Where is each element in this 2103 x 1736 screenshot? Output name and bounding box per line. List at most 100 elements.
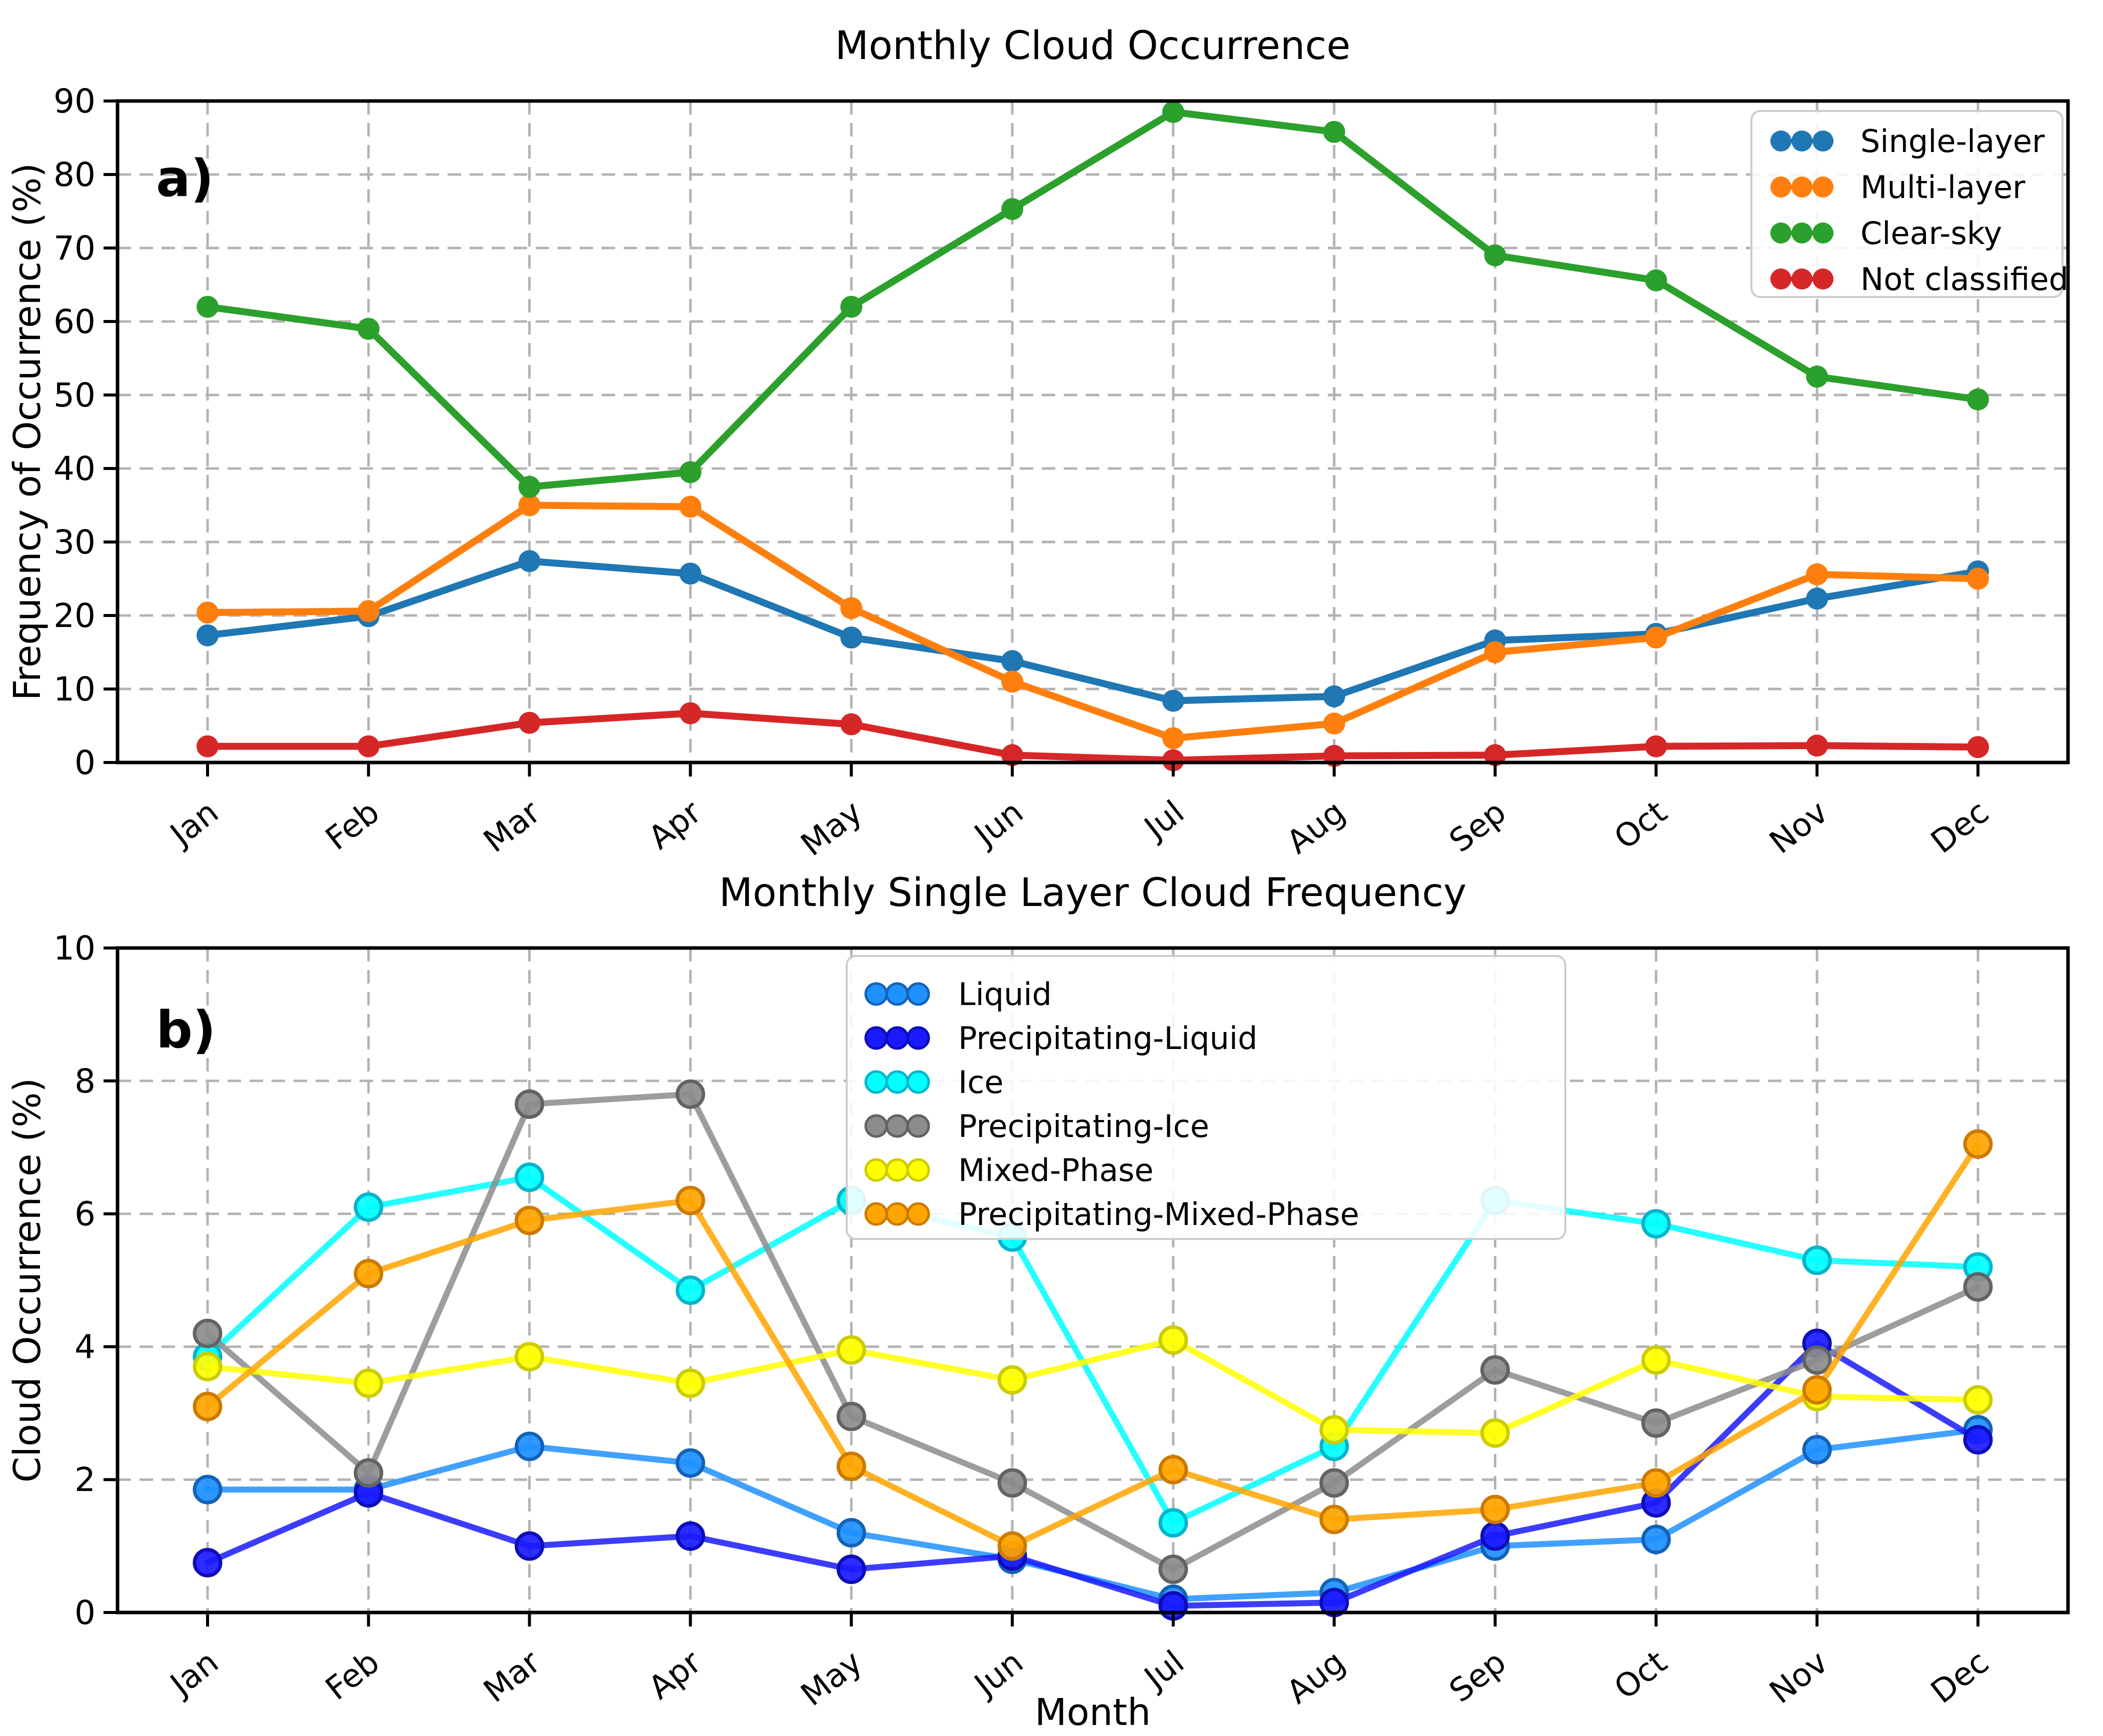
series-line bbox=[205, 1337, 1981, 1436]
data-point bbox=[679, 496, 702, 518]
data-point bbox=[515, 1162, 545, 1192]
data-point bbox=[1162, 727, 1184, 750]
legend-marker-dot bbox=[864, 1070, 888, 1094]
legend-marker-dot bbox=[1791, 176, 1812, 198]
data-point bbox=[518, 712, 541, 734]
legend-label: Precipitating-Ice bbox=[958, 1108, 1209, 1144]
data-point bbox=[836, 1452, 866, 1482]
data-point bbox=[354, 1368, 384, 1398]
y-tick-label: 30 bbox=[54, 523, 96, 562]
data-point bbox=[836, 1335, 866, 1365]
y-tick-label: 8 bbox=[75, 1062, 96, 1100]
legend-marker-dot bbox=[885, 1158, 909, 1182]
x-axis-label: Month bbox=[1035, 1691, 1151, 1734]
data-point bbox=[836, 1554, 866, 1584]
data-point bbox=[1162, 690, 1184, 712]
axes-frame bbox=[116, 946, 2070, 1614]
series-line bbox=[204, 502, 1981, 742]
data-point bbox=[1319, 1415, 1349, 1445]
data-point bbox=[518, 476, 541, 498]
data-point bbox=[354, 1458, 384, 1488]
data-point bbox=[518, 494, 541, 516]
legend-marker-dot bbox=[864, 1202, 888, 1226]
data-point bbox=[1641, 1408, 1671, 1438]
legend-item-clear-sky: Clear-sky bbox=[1770, 215, 2002, 252]
data-point bbox=[1802, 1375, 1832, 1405]
axes-frame bbox=[116, 99, 2070, 764]
legend: Liquid Precipitating-Liquid Ice Precipitati… bbox=[846, 955, 1566, 1240]
series-precipitating-ice bbox=[193, 1079, 1993, 1584]
legend-box bbox=[846, 955, 1566, 1240]
data-point bbox=[197, 602, 219, 624]
x-tick-label: Jul bbox=[1136, 1644, 1191, 1698]
data-point bbox=[515, 1531, 545, 1561]
data-point bbox=[1806, 734, 1828, 757]
legend-item-liquid: Liquid bbox=[864, 976, 1052, 1012]
y-tick-label: 50 bbox=[54, 376, 96, 414]
legend-label: Liquid bbox=[958, 976, 1052, 1012]
data-point bbox=[1645, 735, 1667, 758]
x-tick-label: Aug bbox=[1280, 794, 1352, 861]
data-point bbox=[1645, 269, 1667, 292]
y-tick-label: 0 bbox=[75, 1594, 96, 1632]
legend-marker-dot bbox=[906, 1070, 930, 1094]
data-point bbox=[354, 1258, 384, 1288]
data-point bbox=[679, 702, 702, 724]
series-line bbox=[205, 1091, 1981, 1572]
data-point bbox=[1323, 712, 1345, 735]
series-single-layer bbox=[197, 550, 1989, 712]
data-point bbox=[1641, 1209, 1671, 1239]
x-tick-label: Mar bbox=[477, 794, 548, 860]
legend-box bbox=[1750, 110, 2063, 298]
data-point bbox=[515, 1206, 545, 1236]
data-point bbox=[357, 318, 380, 340]
data-point bbox=[840, 626, 863, 649]
legend-item-multi-layer: Multi-layer bbox=[1770, 169, 2025, 206]
data-point bbox=[518, 550, 541, 572]
y-tick-label: 2 bbox=[75, 1460, 96, 1499]
data-point bbox=[840, 597, 863, 620]
data-point bbox=[193, 1392, 223, 1422]
legend-marker-dot bbox=[885, 1026, 909, 1050]
data-point bbox=[1001, 650, 1024, 672]
data-point bbox=[679, 461, 702, 484]
series-line bbox=[205, 1426, 1981, 1602]
x-tick-label: Mar bbox=[477, 1644, 548, 1710]
series-line bbox=[204, 558, 1981, 704]
legend-marker-dot bbox=[1812, 130, 1833, 152]
y-tick-label: 40 bbox=[54, 450, 96, 488]
legend: Single-layer Multi-layer Clear-sky Not clas… bbox=[1750, 110, 2068, 298]
legend-label: Clear-sky bbox=[1860, 215, 2002, 252]
data-point bbox=[1967, 736, 1989, 758]
x-tick-label: May bbox=[794, 794, 869, 864]
legend-marker-dot bbox=[906, 1026, 930, 1050]
legend-marker-dot bbox=[1791, 268, 1812, 290]
y-tick-label: 20 bbox=[54, 596, 96, 635]
panel-label: b) bbox=[156, 1000, 216, 1060]
data-point bbox=[357, 600, 380, 622]
x-tick-label: Sep bbox=[1443, 794, 1513, 860]
data-point bbox=[354, 1192, 384, 1222]
data-point bbox=[1162, 749, 1184, 772]
data-point bbox=[675, 1368, 705, 1398]
x-tick-label: Jun bbox=[966, 1644, 1030, 1704]
legend-item-precipitating-mixed-phase: Precipitating-Mixed-Phase bbox=[864, 1196, 1359, 1232]
data-point bbox=[840, 296, 863, 318]
series-multi-layer bbox=[197, 494, 1989, 750]
series-line bbox=[205, 1141, 1981, 1550]
data-point bbox=[675, 1186, 705, 1216]
legend-item-precipitating-liquid: Precipitating-Liquid bbox=[864, 1020, 1257, 1056]
series-clear-sky bbox=[197, 101, 1989, 498]
data-point bbox=[1480, 1521, 1510, 1551]
legend-marker-dot bbox=[1791, 222, 1812, 244]
data-point bbox=[1323, 685, 1345, 708]
x-tick-label: Feb bbox=[319, 1644, 387, 1708]
data-point bbox=[1967, 388, 1989, 410]
y-axis-label: Cloud Occurrence (%) bbox=[6, 1078, 49, 1483]
data-point bbox=[675, 1448, 705, 1478]
chart-title: Monthly Cloud Occurrence bbox=[835, 24, 1351, 68]
series-precipitating-liquid bbox=[193, 1328, 1993, 1621]
legend-marker-dot bbox=[1791, 130, 1812, 152]
y-tick-label: 80 bbox=[54, 156, 96, 194]
